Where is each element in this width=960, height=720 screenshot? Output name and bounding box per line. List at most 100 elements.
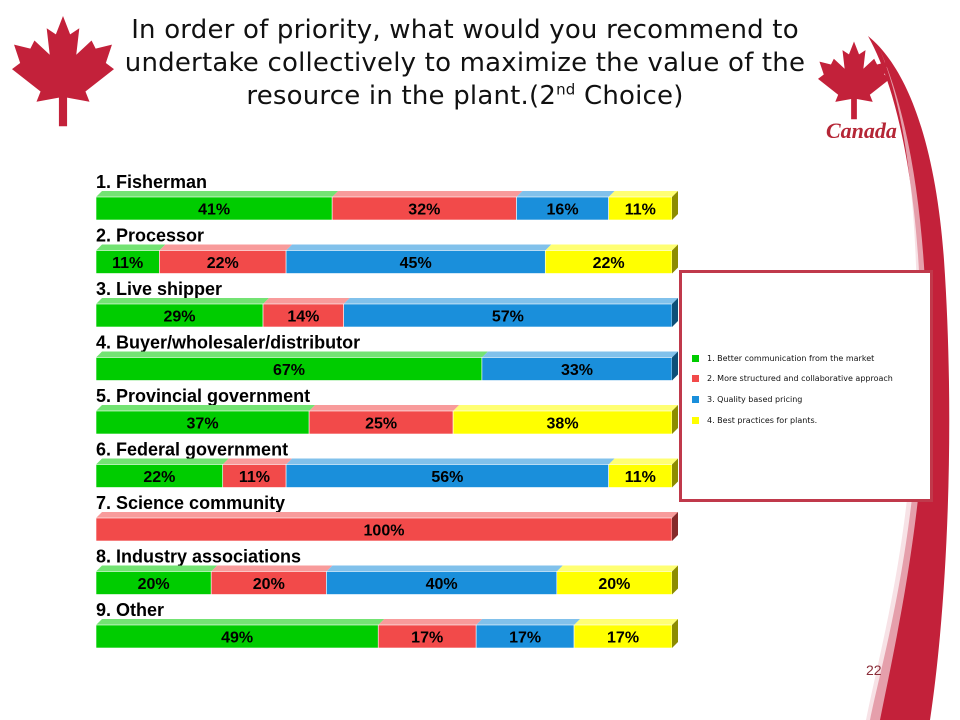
bar-top-face — [96, 458, 229, 465]
bar-value-label: 37% — [187, 416, 219, 433]
bar-value-label: 41% — [198, 202, 230, 219]
bar-side-face — [672, 512, 678, 541]
bar-top-face — [332, 191, 523, 197]
maple-leaf-small-icon — [818, 41, 890, 120]
bar-value-label: 11% — [625, 469, 656, 486]
bar-top-face — [222, 458, 293, 465]
page-number: 22 — [866, 662, 882, 678]
bar-top-face — [481, 351, 678, 358]
category-label: 4. Buyer/wholesaler/distributor — [96, 333, 360, 353]
bar-value-label: 57% — [492, 309, 524, 326]
bar-top-face — [96, 244, 166, 251]
bar-value-label: 22% — [593, 255, 625, 272]
legend-item: 3. Quality based pricing — [692, 392, 802, 406]
bar-value-label: 40% — [426, 576, 458, 593]
category-label: 5. Provincial government — [96, 386, 310, 406]
legend-item: 2. More structured and collaborative app… — [692, 371, 893, 385]
legend-label: 1. Better communication from the market — [707, 353, 875, 363]
bar-side-face — [672, 405, 678, 434]
bar-top-face — [96, 619, 385, 625]
category-label: 3. Live shipper — [96, 279, 222, 299]
bar-top-face — [159, 244, 293, 251]
bar-value-label: 25% — [365, 416, 397, 433]
legend-swatch — [692, 374, 699, 382]
title-superscript: nd — [556, 80, 576, 99]
bar-top-face — [556, 565, 678, 572]
bar-side-face — [672, 191, 678, 220]
bar-side-face — [672, 351, 678, 381]
bar-value-label: 22% — [143, 469, 175, 486]
category-label: 6. Federal government — [96, 440, 288, 460]
legend-swatch — [692, 354, 699, 362]
bar-top-face — [286, 458, 615, 465]
bar-top-face — [96, 565, 218, 572]
bar-value-label: 22% — [207, 255, 239, 272]
bar-side-face — [672, 619, 678, 648]
bar-value-label: 29% — [164, 309, 196, 326]
category-label: 7. Science community — [96, 493, 285, 513]
bar-top-face — [286, 244, 552, 251]
bar-value-label: 49% — [221, 630, 253, 647]
bar-top-face — [309, 405, 460, 411]
bar-value-label: 56% — [431, 469, 463, 486]
bar-side-face — [672, 565, 678, 595]
bar-top-face — [516, 191, 615, 197]
bar-value-label: 17% — [509, 630, 541, 647]
category-label: 1. Fisherman — [96, 172, 207, 192]
bar-top-face — [96, 298, 270, 304]
bar-value-label: 20% — [253, 576, 285, 593]
bar-top-face — [608, 458, 678, 465]
bar-top-face — [96, 351, 488, 358]
legend-label: 3. Quality based pricing — [707, 394, 803, 404]
bar-top-face — [96, 191, 339, 197]
maple-leaf-icon — [12, 16, 114, 127]
category-label: 2. Processor — [96, 226, 204, 246]
bar-value-label: 45% — [400, 255, 432, 272]
bar-value-label: 17% — [607, 630, 639, 647]
legend-item: 4. Best practices for plants. — [692, 413, 817, 427]
bar-value-label: 14% — [287, 309, 319, 326]
title-main: In order of priority, what would you rec… — [124, 15, 806, 111]
bar-value-label: 100% — [364, 523, 405, 540]
bar-value-label: 33% — [561, 362, 593, 379]
bar-top-face — [608, 191, 678, 197]
bar-top-face — [378, 619, 483, 625]
bar-value-label: 38% — [547, 416, 579, 433]
red-ribbon-decoration — [868, 36, 950, 720]
legend-swatch — [692, 416, 699, 424]
bar-top-face — [211, 565, 333, 572]
legend-label: 2. More structured and collaborative app… — [707, 373, 893, 383]
bar-value-label: 32% — [408, 202, 440, 219]
bar-top-face — [263, 298, 350, 304]
brand-wordmark: Canada — [826, 118, 897, 143]
bar-value-label: 67% — [273, 362, 305, 379]
bar-top-face — [476, 619, 581, 625]
category-label: 8. Industry associations — [96, 547, 301, 567]
legend-label: 4. Best practices for plants. — [707, 415, 818, 425]
category-label: 9. Other — [96, 600, 164, 620]
bar-top-face — [96, 405, 316, 411]
bar-value-label: 17% — [411, 630, 443, 647]
bar-value-label: 20% — [138, 576, 170, 593]
bar-value-label: 11% — [625, 202, 656, 219]
bar-value-label: 20% — [598, 576, 630, 593]
title-tail: Choice) — [575, 81, 684, 111]
ribbon-highlight-decoration — [866, 50, 927, 720]
bar-value-label: 16% — [547, 202, 579, 219]
bar-side-face — [672, 458, 678, 488]
bar-top-face — [545, 244, 678, 251]
legend-swatch — [692, 395, 699, 403]
bar-top-face — [326, 565, 563, 572]
bar-top-face — [343, 298, 678, 304]
bar-side-face — [672, 244, 678, 274]
chart-title: In order of priority, what would you rec… — [120, 14, 810, 113]
bar-top-face — [96, 512, 678, 518]
bar-top-face — [453, 405, 678, 411]
bar-side-face — [672, 298, 678, 327]
legend-item: 1. Better communication from the market — [692, 351, 874, 365]
bar-top-face — [574, 619, 678, 625]
bar-value-label: 11% — [239, 469, 270, 486]
bar-value-label: 11% — [112, 255, 143, 272]
